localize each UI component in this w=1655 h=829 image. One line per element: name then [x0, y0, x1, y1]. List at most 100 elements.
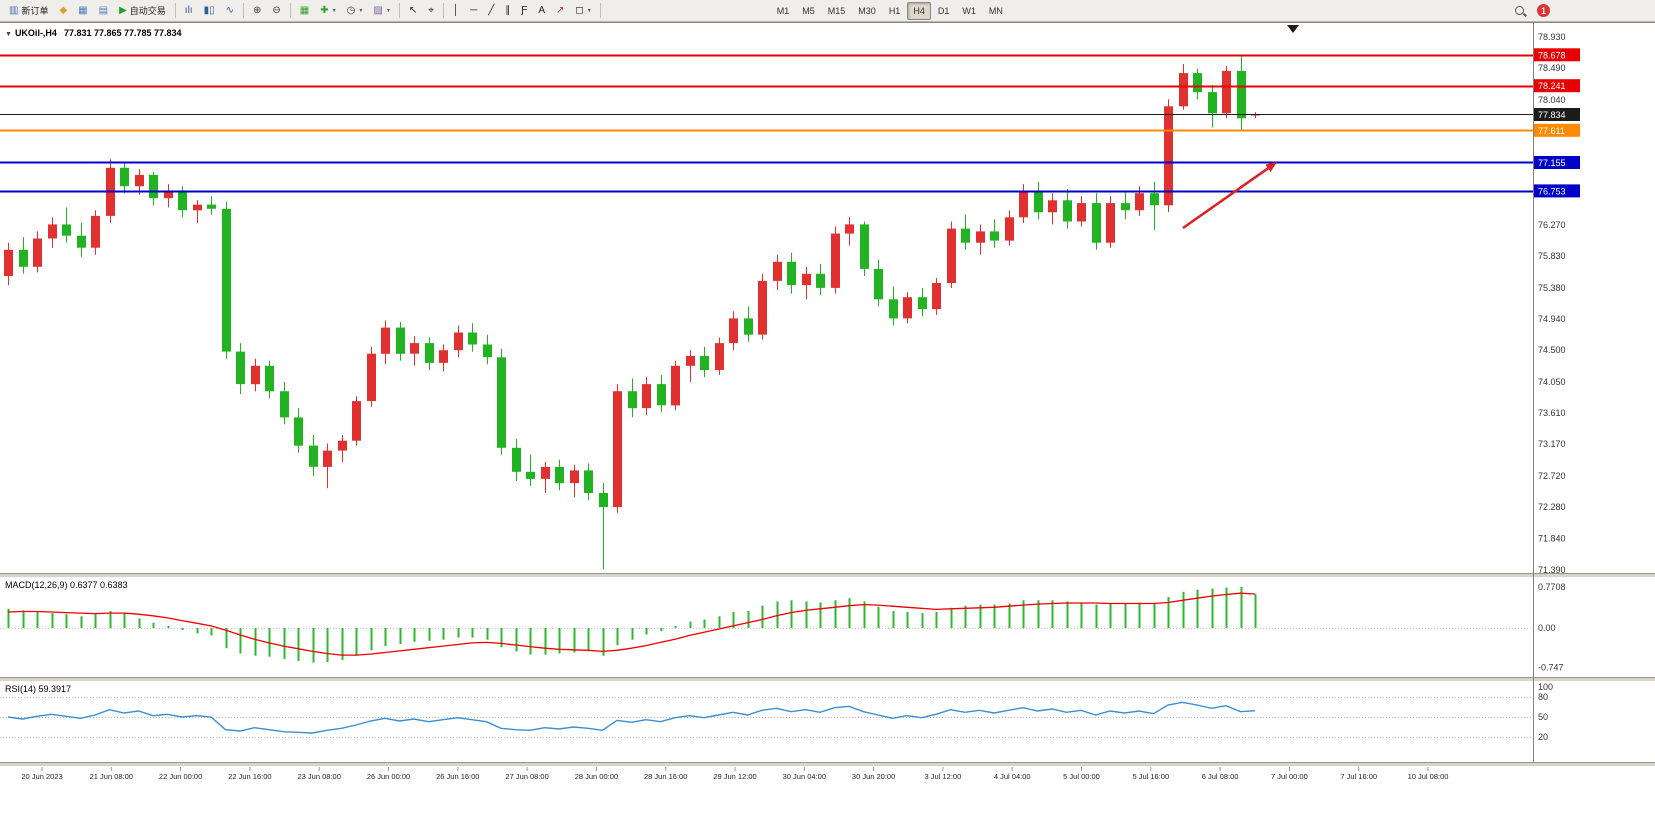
trend-arrow[interactable] — [1182, 167, 1269, 230]
bar-chart-icon: ılı — [184, 4, 193, 16]
text-button[interactable]: A — [533, 1, 550, 21]
fibonacci-button[interactable]: Ƒ — [516, 1, 532, 21]
dropdown-caret-icon: ▾ — [386, 8, 390, 14]
periods-button[interactable]: ◷ ▾ — [342, 1, 368, 21]
market-watch-button[interactable]: ▦ — [73, 1, 92, 21]
svg-text:78.241: 78.241 — [1538, 81, 1566, 91]
pane-separator[interactable] — [0, 677, 1655, 682]
pane-separator[interactable] — [0, 762, 1655, 767]
price-level-tag — [1534, 156, 1580, 169]
zoom-out-button[interactable]: ⊖ — [267, 1, 285, 21]
toolbar-separator — [442, 3, 444, 18]
chart-canvas[interactable]: 78.930 78.490 78.040 76.270 75.830 75.380 74.9… — [0, 22, 1655, 829]
svg-text:73.610: 73.610 — [1538, 408, 1566, 418]
tile-windows-icon: ▦ — [299, 4, 310, 16]
horizontal-line-icon: ─ — [470, 4, 478, 16]
svg-text:7 Jul 16:00: 7 Jul 16:00 — [1340, 772, 1377, 781]
toolbar-separator — [398, 3, 400, 18]
svg-text:80: 80 — [1538, 692, 1548, 702]
svg-text:5 Jul 00:00: 5 Jul 00:00 — [1063, 772, 1100, 781]
svg-text:77.155: 77.155 — [1538, 158, 1566, 168]
cursor-button[interactable]: ↖ — [404, 1, 422, 21]
line-chart-button[interactable]: ∿ — [221, 1, 239, 21]
bar-chart-button[interactable]: ılı — [180, 1, 198, 21]
channel-icon: ∥ — [505, 4, 511, 16]
zoom-in-icon: ⊕ — [252, 4, 262, 16]
tf-h1-button[interactable]: H1 — [883, 2, 907, 20]
svg-text:26 Jun 00:00: 26 Jun 00:00 — [367, 772, 410, 781]
alerts-icon: ◆ — [59, 4, 68, 16]
price-axis: 78.930 78.490 78.040 76.270 75.830 75.380 74.9… — [1534, 32, 1580, 742]
zoom-in-button[interactable]: ⊕ — [248, 1, 266, 21]
crosshair-button[interactable]: ⌖ — [423, 1, 439, 21]
cursor-icon: ↖ — [408, 4, 418, 16]
svg-text:78.040: 78.040 — [1538, 95, 1566, 105]
svg-text:72.280: 72.280 — [1538, 502, 1566, 512]
crosshair-icon: ⌖ — [428, 4, 434, 16]
tf-mn-button[interactable]: MN — [983, 2, 1009, 20]
tf-m5-button[interactable]: M5 — [796, 2, 821, 20]
svg-text:77.611: 77.611 — [1538, 126, 1565, 136]
toolbar-separator — [599, 3, 601, 18]
svg-text:30 Jun 20:00: 30 Jun 20:00 — [852, 772, 895, 781]
svg-text:76.270: 76.270 — [1538, 220, 1566, 230]
autotrading-button[interactable]: ▶ 自动交易 — [114, 1, 171, 21]
toolbar-button-label: 新订单 — [21, 6, 49, 16]
pane-separator[interactable] — [0, 573, 1655, 578]
toolbar-separator — [174, 3, 176, 18]
chart-title-bar: ▼ UKOil-,H4 77.831 77.865 77.785 77.834 — [5, 28, 182, 38]
rsi-line — [7, 701, 1256, 734]
tile-windows-button[interactable]: ▦ — [295, 1, 314, 21]
tf-m30-button[interactable]: M30 — [852, 2, 882, 20]
macd-layer — [0, 587, 1533, 663]
candlestick-chart-button[interactable]: ▮▯ — [199, 1, 220, 21]
navigator-button[interactable]: ▤ — [94, 1, 113, 21]
rsi-layer — [0, 697, 1533, 738]
vertical-line-button[interactable]: │ — [448, 1, 464, 21]
tf-m15-button[interactable]: M15 — [822, 2, 852, 20]
tf-m1-button[interactable]: M1 — [771, 2, 796, 20]
shapes-icon: ◻ — [575, 4, 584, 16]
price-level-tag — [1534, 184, 1580, 198]
line-chart-icon: ∿ — [225, 4, 234, 16]
shapes-button[interactable]: ◻ ▾ — [570, 1, 595, 21]
dropdown-caret-icon: ▾ — [359, 8, 363, 14]
dropdown-caret-icon: ▾ — [587, 8, 591, 14]
horizontal-lines-layer[interactable] — [0, 54, 1533, 193]
channel-button[interactable]: ∥ — [500, 1, 515, 21]
svg-text:0.7708: 0.7708 — [1538, 582, 1566, 592]
svg-text:22 Jun 16:00: 22 Jun 16:00 — [228, 772, 271, 781]
svg-text:100: 100 — [1538, 682, 1553, 692]
search-button[interactable] — [1509, 1, 1531, 21]
trend-arrow-head-icon — [1265, 162, 1277, 173]
svg-text:5 Jul 16:00: 5 Jul 16:00 — [1132, 772, 1169, 781]
chart-shift-marker-icon[interactable] — [1287, 25, 1299, 33]
new-order-button[interactable]: ▥ 新订单 — [4, 1, 53, 21]
horizontal-line-button[interactable]: ─ — [465, 1, 482, 21]
alerts-button[interactable]: ◆ — [54, 1, 72, 21]
indicators-button[interactable]: ✚ ▾ — [315, 1, 340, 21]
svg-text:28 Jun 16:00: 28 Jun 16:00 — [644, 772, 687, 781]
toolbar-button-label: 自动交易 — [129, 6, 166, 16]
tf-d1-button[interactable]: D1 — [932, 2, 956, 20]
svg-text:74.050: 74.050 — [1538, 377, 1566, 387]
svg-text:20: 20 — [1538, 732, 1548, 742]
svg-text:71.840: 71.840 — [1538, 533, 1566, 543]
ohlc-values: 77.831 77.865 77.785 77.834 — [63, 28, 182, 38]
vertical-line-icon: │ — [452, 4, 460, 16]
svg-text:72.720: 72.720 — [1538, 471, 1566, 481]
notification-badge[interactable]: 1 — [1537, 4, 1550, 17]
collapse-icon[interactable]: ▼ — [5, 31, 12, 38]
svg-text:7 Jul 00:00: 7 Jul 00:00 — [1271, 772, 1308, 781]
symbol-timeframe-label: UKOil-,H4 — [14, 28, 57, 38]
tf-w1-button[interactable]: W1 — [956, 2, 982, 20]
trendline-button[interactable]: ╱ — [483, 1, 499, 21]
price-level-tag — [1534, 79, 1580, 93]
templates-button[interactable]: ▨ ▾ — [368, 1, 394, 21]
toolbar-separator — [289, 3, 291, 18]
svg-text:0.00: 0.00 — [1538, 623, 1556, 633]
macd-title: MACD(12,26,9) 0.6377 0.6383 — [5, 580, 128, 590]
arrow-object-button[interactable]: ↗ — [551, 1, 569, 21]
candles-layer — [4, 54, 1260, 570]
tf-h4-button[interactable]: H4 — [907, 1, 931, 20]
